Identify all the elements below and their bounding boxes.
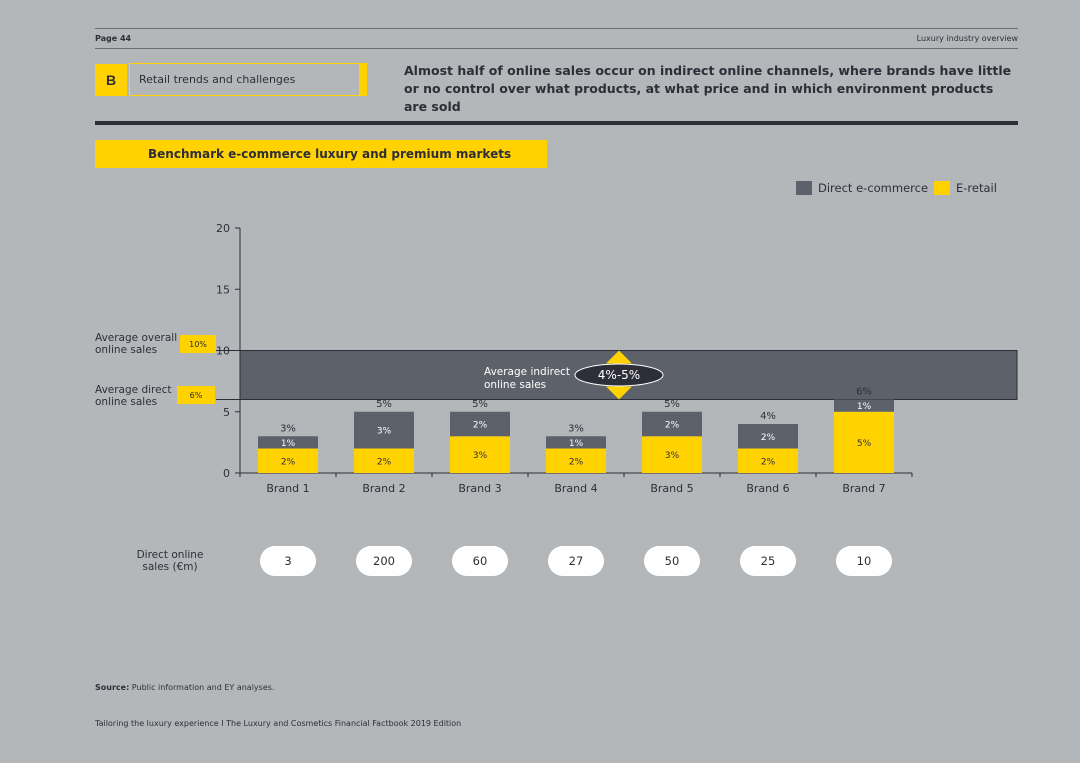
band-label-line-2: online sales xyxy=(484,379,546,391)
band-label-line-1: Average indirect xyxy=(484,366,570,378)
page-headline: Almost half of online sales occur on ind… xyxy=(404,63,1012,114)
bar-direct xyxy=(834,399,894,412)
bar-value-label: 2% xyxy=(473,421,488,431)
bar-value-label: 2% xyxy=(281,457,296,467)
bar-total-label: 4% xyxy=(760,411,776,422)
chart-title: Benchmark e-commerce luxury and premium … xyxy=(148,147,512,161)
direct-sales-value: 10 xyxy=(836,546,892,576)
source-text: Public information and EY analyses. xyxy=(129,683,275,692)
direct-sales-value: 50 xyxy=(644,546,700,576)
bar-total-label: 3% xyxy=(568,423,584,434)
footer-text: Tailoring the luxury experience I The Lu… xyxy=(95,719,462,728)
bar-total-label: 5% xyxy=(664,399,680,410)
header-top-rule xyxy=(95,28,1018,29)
bar-direct xyxy=(354,411,414,449)
direct-sales-value: 60 xyxy=(452,546,508,576)
bar-value-label: 1% xyxy=(857,402,872,412)
x-tick-label: Brand 5 xyxy=(650,482,693,495)
direct-sales-row-label: Direct online sales (€m) xyxy=(136,549,204,573)
bar-value-label: 3% xyxy=(665,451,680,461)
headline-divider xyxy=(95,121,1018,125)
bar-eretail xyxy=(258,448,318,473)
bar-direct xyxy=(738,424,798,449)
bar-value-label: 2% xyxy=(377,457,392,467)
y-tick-label: 0 xyxy=(223,467,230,480)
bar-total-label: 5% xyxy=(376,399,392,410)
avg-direct-badge: 6% xyxy=(177,386,215,404)
chart-title-box: Benchmark e-commerce luxury and premium … xyxy=(95,140,547,168)
bar-direct xyxy=(546,436,606,449)
header-section-label: Luxury industry overview xyxy=(916,34,1018,43)
bar-value-label: 5% xyxy=(857,439,872,449)
bar-eretail xyxy=(834,411,894,473)
y-tick-label: 5 xyxy=(223,406,230,419)
bar-direct xyxy=(258,436,318,449)
bar-total-label: 3% xyxy=(280,423,296,434)
source-prefix: Source: xyxy=(95,683,130,692)
avg-overall-badge: 10% xyxy=(180,335,216,353)
page-number: Page 44 xyxy=(95,34,132,43)
bar-value-label: 3% xyxy=(377,427,392,437)
avg-direct-label: Average direct online sales xyxy=(95,384,172,408)
legend-swatch-direct xyxy=(796,181,812,195)
bar-eretail xyxy=(546,448,606,473)
bar-total-label: 5% xyxy=(472,399,488,410)
x-tick-label: Brand 1 xyxy=(266,482,309,495)
x-tick-label: Brand 3 xyxy=(458,482,501,495)
band-arrow-up xyxy=(606,350,632,364)
section-letter-badge: B xyxy=(95,64,127,96)
x-tick-label: Brand 2 xyxy=(362,482,405,495)
x-tick-label: Brand 7 xyxy=(842,482,885,495)
y-tick-label: 15 xyxy=(216,283,230,296)
bar-value-label: 2% xyxy=(569,457,584,467)
bar-direct xyxy=(450,411,510,437)
bar-value-label: 1% xyxy=(281,439,296,449)
section-title-box: Retail trends and challenges xyxy=(129,63,367,96)
direct-sales-value: 25 xyxy=(740,546,796,576)
direct-sales-value: 3 xyxy=(260,546,316,576)
source-note: Source: Public information and EY analys… xyxy=(95,683,274,692)
band-value-label: 4%-5% xyxy=(598,368,640,382)
bar-value-label: 2% xyxy=(761,457,776,467)
bar-value-label: 1% xyxy=(569,439,584,449)
bar-eretail xyxy=(450,436,510,473)
bar-value-label: 2% xyxy=(665,421,680,431)
legend-label-eretail: E-retail xyxy=(956,181,997,195)
bar-value-label: 2% xyxy=(761,433,776,443)
direct-sales-value: 27 xyxy=(548,546,604,576)
header-bottom-rule xyxy=(95,48,1018,49)
bar-eretail xyxy=(738,448,798,473)
avg-overall-label: Average overall online sales xyxy=(95,332,178,356)
y-tick-label: 20 xyxy=(216,222,230,235)
band-arrow-down xyxy=(606,386,632,400)
bar-eretail xyxy=(642,436,702,473)
direct-sales-value: 200 xyxy=(356,546,412,576)
bar-direct xyxy=(642,411,702,437)
band-value-pill xyxy=(574,363,664,387)
section-title: Retail trends and challenges xyxy=(139,73,296,86)
bar-eretail xyxy=(354,448,414,473)
x-tick-label: Brand 6 xyxy=(746,482,789,495)
legend-swatch-eretail xyxy=(934,181,950,195)
legend-label-direct: Direct e-commerce xyxy=(818,181,928,195)
x-tick-label: Brand 4 xyxy=(554,482,597,495)
bar-value-label: 3% xyxy=(473,451,488,461)
bar-total-label: 6% xyxy=(856,387,872,398)
